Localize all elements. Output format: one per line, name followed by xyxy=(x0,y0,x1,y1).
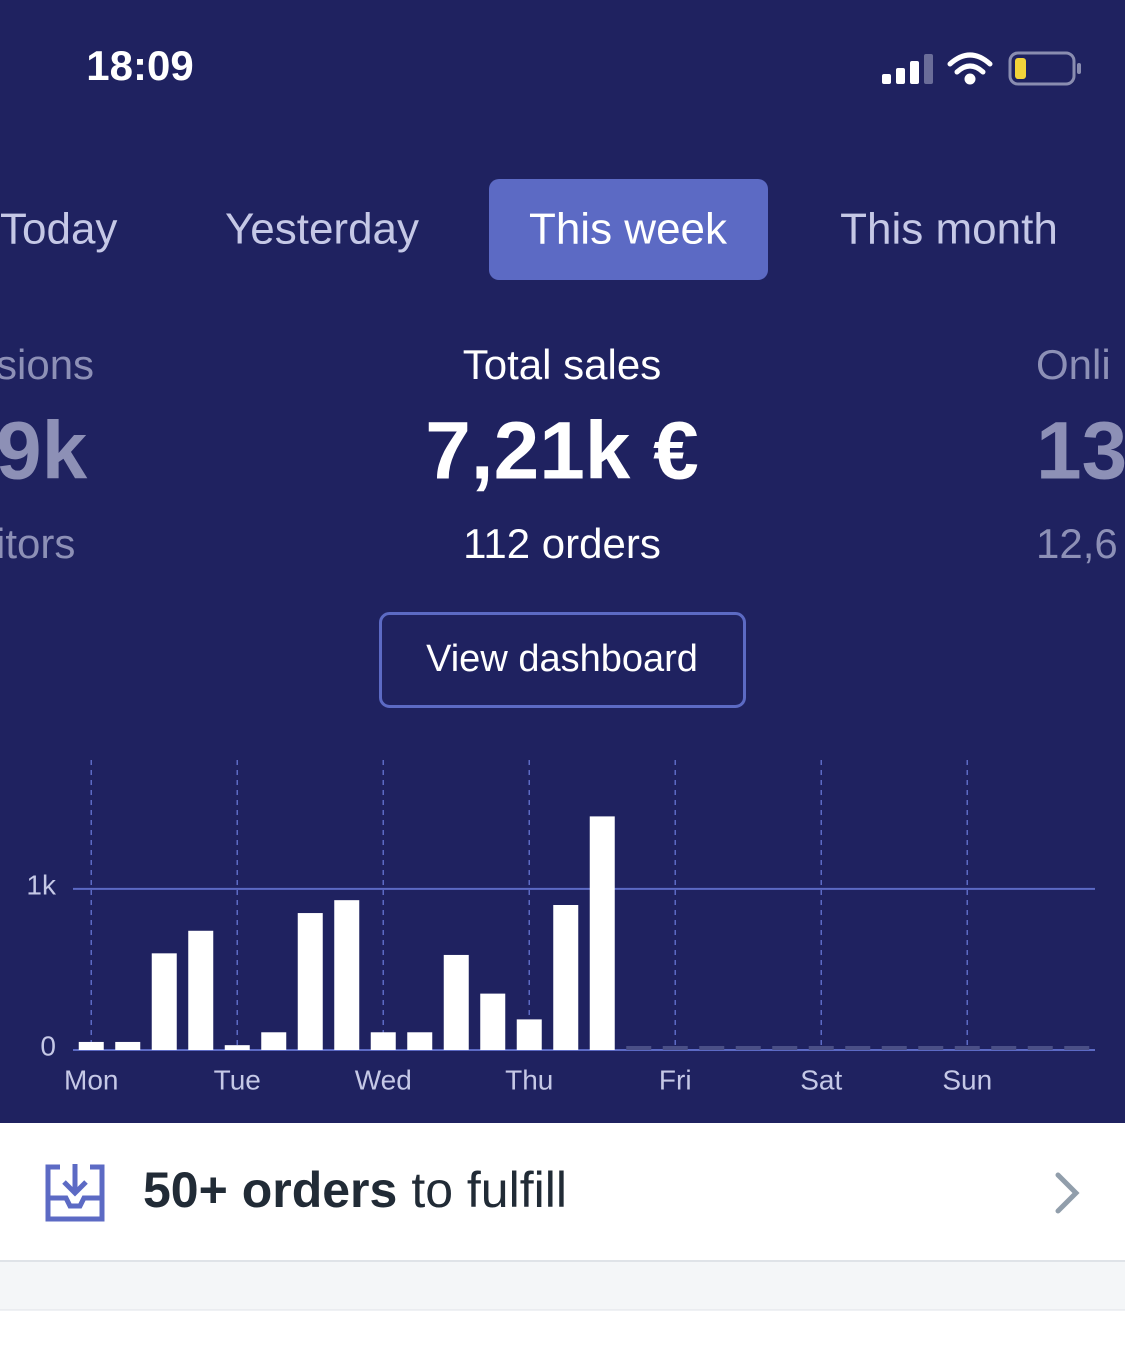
placeholder-bar xyxy=(699,1046,725,1050)
placeholder-bar xyxy=(845,1046,871,1050)
placeholder-bar xyxy=(918,1046,944,1050)
tab[interactable]: Yesterday xyxy=(225,205,419,254)
fulfill-rest: to fulfill xyxy=(411,1162,567,1218)
stat-title: Onli xyxy=(1036,341,1111,388)
bar xyxy=(370,1032,396,1050)
x-tick-label: Mon xyxy=(64,1064,118,1095)
placeholder-bar xyxy=(954,1046,980,1050)
stat-value: 13 xyxy=(1036,406,1125,497)
inbox-icon xyxy=(45,1164,105,1222)
fulfill-row[interactable] xyxy=(0,1123,1125,1261)
view-dashboard-button[interactable] xyxy=(379,612,746,708)
bar xyxy=(224,1045,250,1050)
bar xyxy=(480,993,506,1050)
bar xyxy=(188,930,214,1050)
placeholder-bar xyxy=(735,1046,761,1050)
x-tick-label: Thu xyxy=(505,1064,553,1095)
stat-subtitle: 12,6 xyxy=(1036,520,1118,567)
battery-icon xyxy=(1008,51,1081,86)
x-tick-label: Fri xyxy=(659,1064,692,1095)
placeholder-bar xyxy=(772,1046,798,1050)
stat-title: sions xyxy=(0,341,94,388)
x-tick-label: Wed xyxy=(355,1064,412,1095)
clock: 18:09 xyxy=(86,42,193,89)
bar xyxy=(553,905,579,1050)
wifi-icon xyxy=(947,52,993,85)
fulfill-count: 50+ orders xyxy=(143,1162,397,1218)
separator-band xyxy=(0,1261,1125,1310)
bar xyxy=(443,954,469,1050)
stat-subtitle: itors xyxy=(0,520,75,567)
placeholder-bar xyxy=(881,1046,907,1050)
placeholder-bar xyxy=(626,1046,652,1050)
stat-value: 9k xyxy=(0,406,88,497)
chevron xyxy=(1055,1172,1080,1214)
bar xyxy=(78,1041,104,1050)
tab[interactable]: This month xyxy=(840,205,1058,254)
active-tab-pill[interactable] xyxy=(489,179,768,280)
bar xyxy=(151,953,177,1050)
stat-title: Total sales xyxy=(463,341,661,388)
x-tick-label: Tue xyxy=(214,1064,261,1095)
bar xyxy=(297,913,323,1050)
bar xyxy=(589,816,615,1050)
bar xyxy=(115,1041,141,1050)
placeholder-bar xyxy=(1027,1046,1053,1050)
bar xyxy=(407,1032,433,1050)
y-tick-label: 0 xyxy=(40,1030,56,1061)
bar xyxy=(261,1032,287,1050)
placeholder-bar xyxy=(662,1046,688,1050)
placeholder-bar xyxy=(808,1046,834,1050)
bar xyxy=(334,900,360,1050)
placeholder-bar xyxy=(1064,1046,1090,1050)
tab[interactable]: Today xyxy=(0,205,117,254)
stat-subtitle: 112 orders xyxy=(463,520,661,567)
tab[interactable]: This week xyxy=(529,205,728,254)
view-dashboard-label[interactable]: View dashboard xyxy=(426,638,698,680)
stat-value: 7,21k € xyxy=(425,406,699,497)
x-tick-label: Sat xyxy=(800,1064,842,1095)
fulfill-text[interactable]: 50+ orders to fulfill xyxy=(143,1162,567,1218)
x-tick-label: Sun xyxy=(942,1064,992,1095)
y-tick-label: 1k xyxy=(26,869,57,900)
bar xyxy=(516,1019,542,1050)
placeholder-bar xyxy=(991,1046,1017,1050)
signal-icon xyxy=(882,54,933,84)
